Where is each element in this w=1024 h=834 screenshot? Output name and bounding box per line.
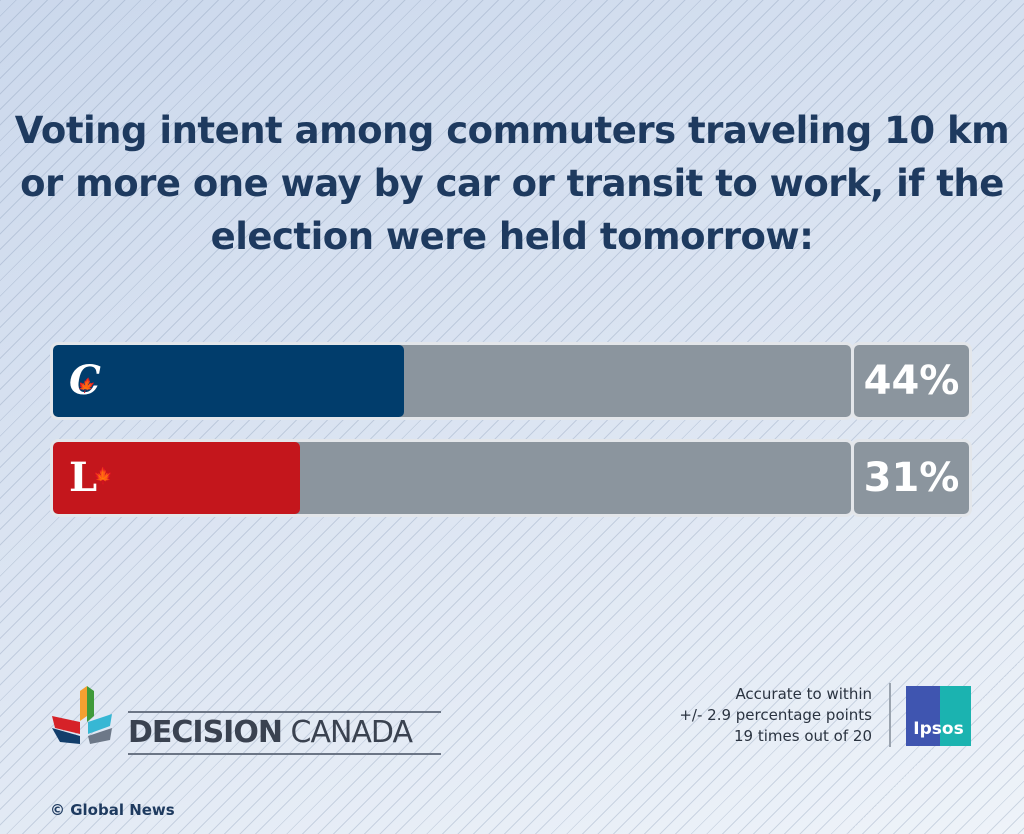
divider: [889, 683, 891, 747]
bar-row-liberal: L🍁 31%: [50, 439, 972, 517]
bar-conservative: [53, 345, 405, 417]
bar-track: L🍁: [50, 439, 854, 517]
bar-row-conservative: C🍁 44%: [50, 342, 972, 420]
decision-canada-wordmark: DECISION CANADA: [128, 711, 441, 755]
value-label-liberal: 31%: [851, 439, 972, 517]
bar-track: C🍁: [50, 342, 854, 420]
note-line: +/- 2.9 percentage points: [679, 706, 872, 724]
chart-title: Voting intent among commuters traveling …: [14, 109, 1010, 258]
conservative-logo-icon: C🍁: [69, 357, 101, 404]
maple-leaf-logo-icon: [52, 686, 112, 744]
ipsos-logo: Ipsos: [906, 686, 971, 746]
margin-of-error-note: Accurate to within +/- 2.9 percentage po…: [679, 684, 872, 747]
copyright: © Global News: [50, 801, 175, 819]
decision-canada-logo: DECISION CANADA: [50, 686, 441, 755]
bar-liberal: [53, 442, 301, 514]
value-label-conservative: 44%: [851, 342, 972, 420]
note-line: 19 times out of 20: [734, 727, 872, 745]
liberal-logo-icon: L🍁: [69, 454, 114, 501]
note-line: Accurate to within: [735, 685, 872, 703]
